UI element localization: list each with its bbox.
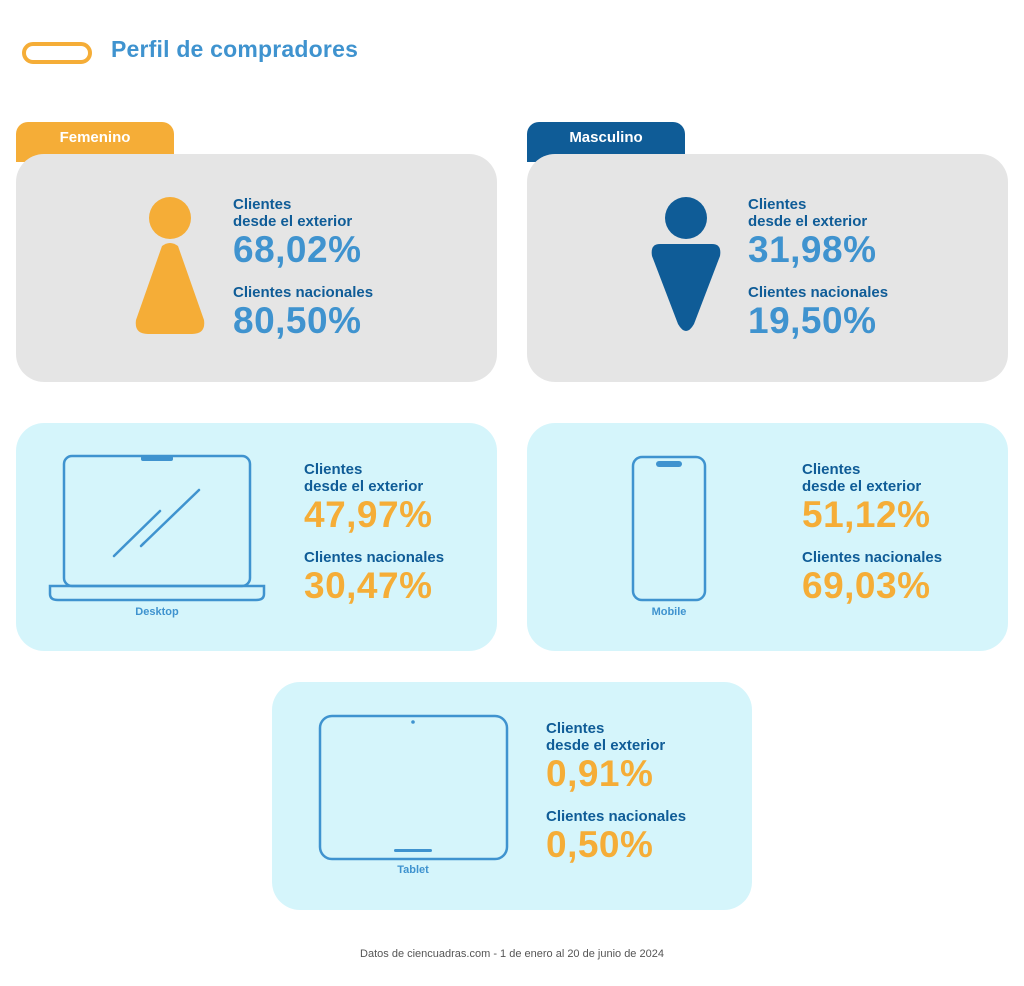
mobile-exterior-value: 51,12% <box>802 494 931 535</box>
female-exterior-label-1: Clientes <box>233 196 292 213</box>
female-national-label: Clientes nacionales <box>233 284 374 301</box>
desktop-stats: Clientes desde el exterior 47,97% Client… <box>304 461 444 606</box>
desktop-national-value: 30,47% <box>304 565 433 606</box>
laptop-icon <box>48 454 266 602</box>
desktop-exterior-value: 47,97% <box>304 494 433 535</box>
male-card <box>527 154 1008 382</box>
desktop-national-label: Clientes nacionales <box>304 549 445 566</box>
male-exterior-label-1: Clientes <box>748 196 807 213</box>
female-card <box>16 154 497 382</box>
male-exterior-value: 31,98% <box>748 229 877 270</box>
desktop-exterior-label-1: Clientes <box>304 461 363 478</box>
header-pill-icon <box>22 42 92 64</box>
male-stats: Clientes desde el exterior 31,98% Client… <box>748 196 888 341</box>
tablet-card <box>272 682 752 910</box>
tablet-icon <box>318 714 509 861</box>
tablet-label: Tablet <box>397 864 429 876</box>
tab-masculino-label: Masculino <box>569 129 643 146</box>
female-exterior-label-2: desde el exterior <box>233 213 353 230</box>
tablet-national-value: 0,50% <box>546 824 654 865</box>
mobile-national-value: 69,03% <box>802 565 931 606</box>
female-national-value: 80,50% <box>233 300 362 341</box>
tablet-stats: Clientes desde el exterior 0,91% Cliente… <box>546 720 686 865</box>
mobile-exterior-label-2: desde el exterior <box>802 478 922 495</box>
mobile-label: Mobile <box>651 606 687 618</box>
tablet-exterior-label-1: Clientes <box>546 720 605 737</box>
mobile-national-label: Clientes nacionales <box>802 549 943 566</box>
page-title: Perfil de compradores <box>111 36 359 62</box>
tablet-exterior-label-2: desde el exterior <box>546 737 666 754</box>
footer-source: Datos de ciencuadras.com - 1 de enero al… <box>360 948 664 960</box>
male-person-icon <box>651 197 721 331</box>
female-stats: Clientes desde el exterior 68,02% Client… <box>233 196 373 341</box>
phone-icon <box>631 455 707 602</box>
tablet-exterior-value: 0,91% <box>546 753 654 794</box>
mobile-stats: Clientes desde el exterior 51,12% Client… <box>802 461 942 606</box>
tablet-national-label: Clientes nacionales <box>546 808 687 825</box>
tab-femenino-label: Femenino <box>59 129 131 146</box>
desktop-exterior-label-2: desde el exterior <box>304 478 424 495</box>
male-national-label: Clientes nacionales <box>748 284 889 301</box>
male-national-value: 19,50% <box>748 300 877 341</box>
desktop-label: Desktop <box>135 606 179 618</box>
female-exterior-value: 68,02% <box>233 229 362 270</box>
female-person-icon <box>135 197 205 334</box>
male-exterior-label-2: desde el exterior <box>748 213 868 230</box>
mobile-exterior-label-1: Clientes <box>802 461 861 478</box>
desktop-card <box>16 423 497 651</box>
mobile-card <box>527 423 1008 651</box>
